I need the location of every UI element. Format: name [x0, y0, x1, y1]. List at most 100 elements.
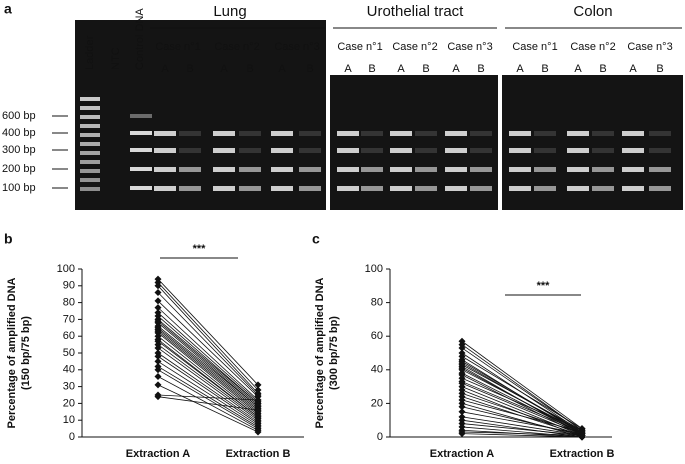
pair-line — [461, 433, 583, 438]
band — [361, 131, 383, 136]
pair-line — [157, 340, 259, 418]
point — [154, 297, 162, 305]
band — [509, 131, 531, 136]
lane-label: A — [161, 63, 169, 75]
lane-label: B — [306, 63, 313, 75]
band — [592, 186, 614, 191]
band — [80, 151, 100, 155]
case-label: Case n°3 — [447, 41, 492, 53]
band — [179, 131, 201, 136]
band — [649, 167, 671, 172]
group-title: Lung — [213, 3, 246, 20]
point — [458, 344, 466, 352]
band — [445, 186, 467, 191]
band — [509, 186, 531, 191]
band — [567, 148, 589, 153]
pair-line — [157, 320, 259, 406]
band — [470, 131, 492, 136]
lane-label: A — [574, 63, 582, 75]
pair-line — [461, 426, 583, 438]
significance-label: *** — [537, 280, 551, 292]
band — [337, 148, 359, 153]
y-tick-label: 80 — [63, 297, 75, 309]
band — [415, 131, 437, 136]
pair-line — [157, 329, 259, 411]
band — [179, 186, 201, 191]
pair-line — [157, 344, 259, 419]
band — [213, 148, 235, 153]
point — [154, 366, 162, 374]
pair-line — [157, 369, 259, 429]
lane-label: B — [246, 63, 253, 75]
pair-line — [461, 431, 583, 436]
lane-label: A — [344, 63, 352, 75]
pair-line — [157, 292, 259, 396]
band — [592, 167, 614, 172]
y-axis-label: (300 bp/75 bp) — [328, 316, 340, 390]
band — [592, 148, 614, 153]
pair-line — [157, 325, 259, 408]
band — [470, 148, 492, 153]
band — [80, 97, 100, 101]
lane-label: A — [629, 63, 637, 75]
band — [592, 131, 614, 136]
case-label: Case n°1 — [337, 41, 382, 53]
y-axis-label: Percentage of amplified DNA — [6, 277, 18, 428]
point — [154, 282, 162, 290]
group-title: Colon — [573, 3, 612, 20]
lane-label: A — [278, 63, 286, 75]
pair-line — [157, 319, 259, 404]
band — [622, 148, 644, 153]
pair-line — [461, 382, 583, 435]
pair-line — [461, 362, 583, 433]
band — [179, 167, 201, 172]
band — [649, 186, 671, 191]
point — [578, 428, 586, 436]
y-tick-label: 80 — [371, 297, 383, 309]
pair-line — [157, 300, 259, 397]
band — [179, 148, 201, 153]
band — [445, 131, 467, 136]
y-tick-label: 0 — [377, 431, 383, 443]
point — [154, 344, 162, 352]
band — [213, 186, 235, 191]
lane-label: B — [422, 63, 429, 75]
lane-label: A — [220, 63, 228, 75]
band — [534, 148, 556, 153]
panel-label: a — [4, 1, 12, 17]
pair-line — [461, 399, 583, 433]
band — [390, 148, 412, 153]
pair-line — [157, 366, 259, 428]
y-tick-label: 10 — [63, 414, 75, 426]
band — [337, 167, 359, 172]
band — [80, 169, 100, 173]
band — [415, 186, 437, 191]
band — [445, 167, 467, 172]
pair-line — [461, 403, 583, 438]
pair-line — [157, 335, 259, 416]
pair-line — [461, 381, 583, 433]
band — [390, 131, 412, 136]
case-label: Case n°3 — [627, 41, 672, 53]
point — [458, 408, 466, 416]
band — [470, 186, 492, 191]
y-tick-label: 20 — [63, 397, 75, 409]
point — [154, 373, 162, 381]
y-tick-label: 40 — [63, 364, 75, 376]
band — [567, 167, 589, 172]
y-tick-label: 0 — [69, 431, 75, 443]
band — [299, 186, 321, 191]
lane-label: B — [186, 63, 193, 75]
lane-label: NTC — [110, 47, 122, 70]
size-label: 200 bp — [2, 163, 36, 175]
pair-line — [157, 330, 259, 413]
lane-label: B — [656, 63, 663, 75]
pair-line — [157, 347, 259, 421]
band — [337, 186, 359, 191]
band — [534, 131, 556, 136]
point — [154, 393, 162, 401]
significance-label: *** — [193, 243, 207, 255]
band — [361, 186, 383, 191]
band — [271, 167, 293, 172]
pair-line — [461, 340, 583, 429]
